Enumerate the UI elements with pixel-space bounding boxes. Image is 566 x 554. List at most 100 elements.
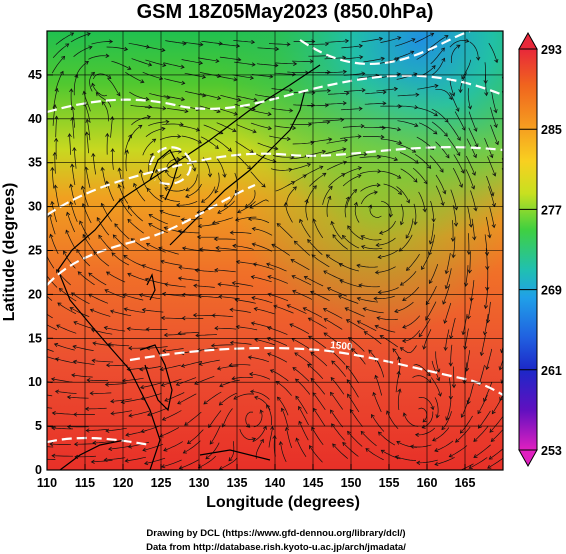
streamline <box>325 148 346 155</box>
streamline <box>248 356 270 363</box>
streamline-arrow <box>215 58 220 63</box>
streamline-arrow <box>491 410 496 415</box>
streamline-arrow <box>358 43 363 49</box>
streamline-arrow <box>490 437 495 442</box>
streamline <box>449 378 452 400</box>
streamline <box>52 43 69 59</box>
streamline-arrow <box>485 286 490 291</box>
streamline <box>123 255 143 267</box>
y-tick-label: 45 <box>28 68 42 82</box>
colorbar-tick-label: 261 <box>541 364 562 378</box>
colorbar-tick-label: 253 <box>541 444 562 458</box>
streamline-arrow <box>292 72 297 77</box>
streamline <box>148 223 168 234</box>
streamline-arrow <box>237 97 242 102</box>
streamline-arrow <box>126 367 131 372</box>
streamline-arrow <box>145 243 151 247</box>
streamline <box>376 88 398 92</box>
streamline <box>454 111 466 131</box>
streamline-arrow <box>292 125 297 131</box>
streamline-arrow <box>180 217 185 222</box>
streamline <box>47 356 59 361</box>
streamline <box>255 439 264 459</box>
streamline <box>415 427 436 436</box>
streamline-arrow <box>441 426 446 431</box>
streamline <box>445 268 452 289</box>
streamline-arrow <box>145 96 150 102</box>
streamline-arrow <box>253 97 258 102</box>
streamline-arrow <box>198 60 204 65</box>
streamline-arrow <box>325 254 330 259</box>
streamline <box>182 247 204 252</box>
streamline-arrow <box>473 437 478 442</box>
streamline <box>176 377 197 386</box>
streamline-arrow <box>249 204 254 209</box>
streamline-arrow <box>379 335 384 339</box>
streamline <box>340 135 362 139</box>
streamline <box>467 298 473 319</box>
streamline <box>144 45 165 51</box>
streamline-arrow <box>144 277 150 282</box>
streamline-arrow <box>293 61 298 66</box>
streamline-arrow <box>337 295 343 299</box>
streamline-arrow <box>177 331 182 336</box>
streamline-arrow <box>272 158 277 164</box>
streamline-arrow <box>393 157 399 162</box>
streamline <box>88 293 109 304</box>
streamline <box>232 282 254 287</box>
streamline-arrow <box>504 335 508 338</box>
streamline <box>245 411 253 428</box>
streamline <box>179 459 199 469</box>
streamline-arrow <box>251 62 256 67</box>
streamline-arrow <box>484 92 489 97</box>
streamline-arrow <box>73 442 78 447</box>
streamline <box>70 307 90 318</box>
coastline-taiwan <box>146 273 156 301</box>
streamline <box>160 364 181 371</box>
streamline <box>455 426 471 443</box>
streamline <box>268 43 290 45</box>
streamline-arrow <box>177 134 182 139</box>
streamline-arrow <box>482 331 488 336</box>
streamline-arrow <box>415 92 420 97</box>
streamline-arrow <box>259 409 264 414</box>
streamline-arrow <box>310 377 315 382</box>
streamline <box>364 331 382 345</box>
streamline-arrow <box>164 187 169 192</box>
streamline <box>199 359 220 365</box>
credit-drawing: Drawing by DCL (https://www.gfd-dennou.o… <box>146 528 405 539</box>
streamline <box>148 121 169 127</box>
streamline-arrow <box>361 88 366 93</box>
streamline <box>327 92 350 95</box>
streamline <box>307 364 324 380</box>
streamline-arrow <box>69 88 74 93</box>
streamline-arrow <box>163 226 168 231</box>
contour-label: 1500 <box>330 340 354 353</box>
streamline <box>469 251 471 273</box>
streamline-arrow <box>110 411 115 416</box>
streamline <box>431 108 449 123</box>
streamline-arrow <box>73 412 78 417</box>
streamline-arrow <box>128 346 133 351</box>
streamline <box>449 92 459 112</box>
streamline-arrow <box>222 173 227 178</box>
streamline <box>92 83 108 97</box>
streamline-arrow <box>477 410 482 415</box>
streamline <box>394 301 414 313</box>
streamline <box>86 119 91 141</box>
streamline-arrow <box>251 39 256 45</box>
streamline <box>342 125 365 128</box>
streamline-arrow <box>439 168 444 173</box>
streamline-arrow <box>51 453 56 458</box>
streamline-arrow <box>50 377 56 382</box>
streamline <box>400 270 417 286</box>
streamline-arrow <box>54 115 59 120</box>
streamline-arrow <box>84 131 90 136</box>
streamline <box>339 280 361 288</box>
streamline <box>140 382 162 389</box>
streamline-arrow <box>485 319 491 324</box>
streamline-arrow <box>398 104 403 109</box>
streamline <box>148 153 154 174</box>
streamline-arrow <box>140 429 145 434</box>
streamline <box>266 404 272 426</box>
